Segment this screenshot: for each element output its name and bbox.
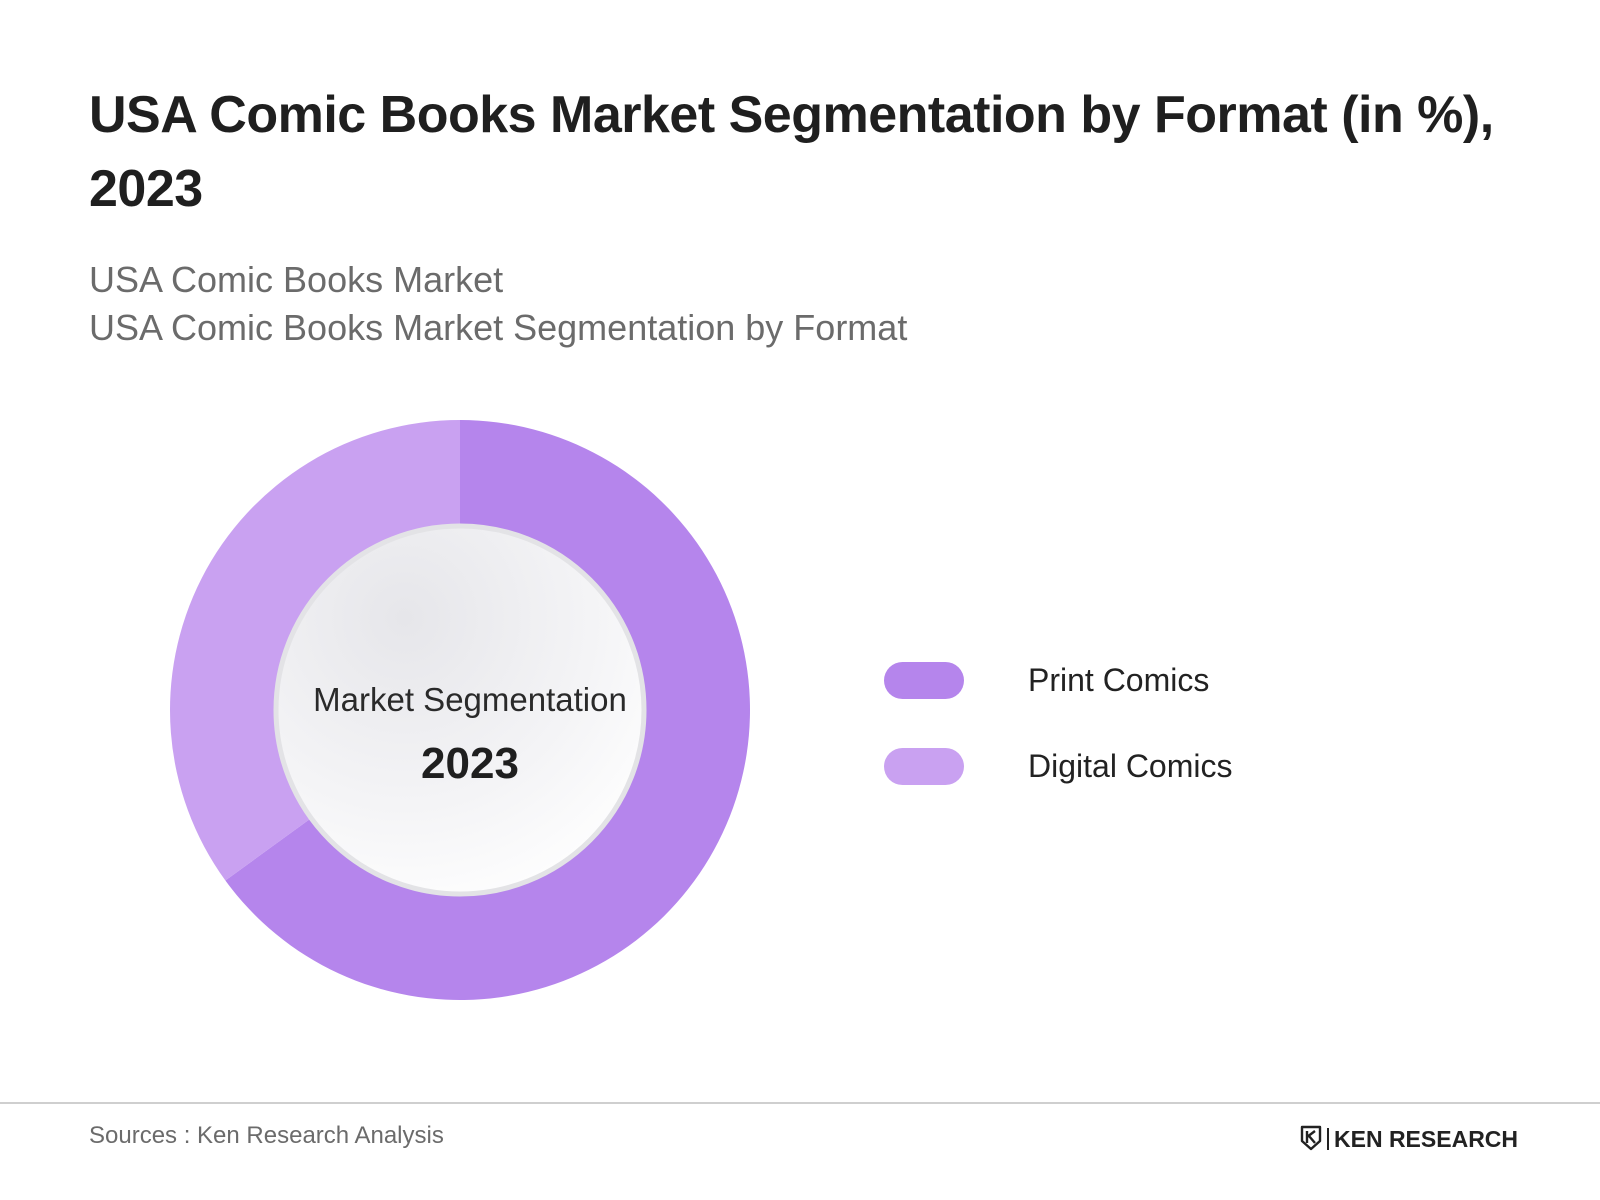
donut-center-label: Market Segmentation (313, 681, 627, 718)
legend-swatch-print-comics (884, 662, 964, 699)
donut-center-year: 2023 (421, 739, 519, 788)
ken-research-logo-separator (1327, 1128, 1329, 1150)
donut-slice-print-comics (225, 420, 750, 1000)
footer-divider (0, 1102, 1600, 1104)
chart-subtitle-line-2: USA Comic Books Market Segmentation by F… (89, 307, 908, 348)
legend-label-print-comics: Print Comics (1028, 662, 1210, 698)
chart-subtitle-line-1: USA Comic Books Market (89, 259, 504, 300)
legend-label-digital-comics: Digital Comics (1028, 748, 1233, 784)
legend-swatch-digital-comics (884, 748, 964, 785)
donut-center-disc (273, 523, 647, 897)
sources-note: Sources : Ken Research Analysis (89, 1122, 444, 1149)
donut-slice-digital-comics (170, 420, 461, 881)
ken-research-logo-icon (1300, 1125, 1322, 1151)
ken-research-logo-text: KEN RESEARCH (1334, 1126, 1519, 1152)
chart-title: USA Comic Books Market Segmentation by F… (89, 86, 1494, 218)
donut-chart (170, 420, 750, 1000)
